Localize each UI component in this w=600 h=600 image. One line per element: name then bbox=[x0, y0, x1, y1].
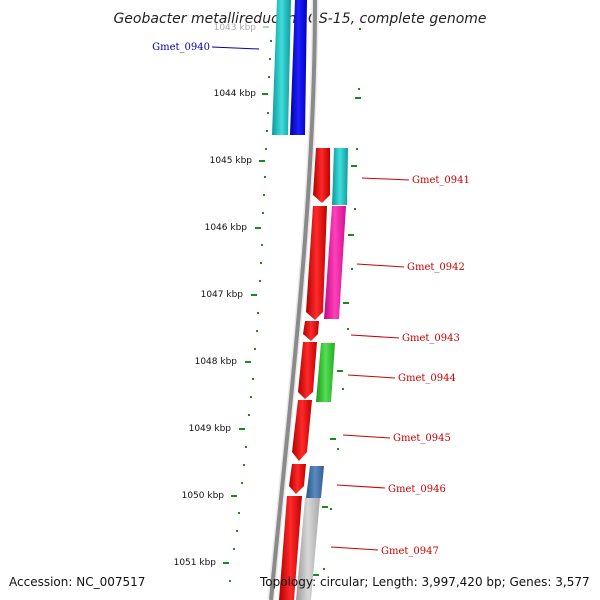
cds-arrow-forward bbox=[289, 464, 306, 494]
cds-arrow-forward bbox=[292, 400, 312, 461]
label-leader-line bbox=[336, 484, 386, 489]
gene-label-gmet-0942[interactable]: Gmet_0942 bbox=[407, 262, 465, 273]
cog-bar-grey bbox=[296, 498, 320, 600]
label-leader-line bbox=[211, 46, 260, 50]
scale-tick-label: 1043 kbp bbox=[214, 23, 257, 33]
gene-label-gmet-0940[interactable]: Gmet_0940 bbox=[152, 42, 210, 53]
label-leader-line bbox=[361, 177, 410, 181]
cds-arrow-forward bbox=[306, 206, 327, 320]
scale-tick-mark bbox=[231, 495, 237, 497]
gene-label-gmet-0941[interactable]: Gmet_0941 bbox=[412, 175, 470, 186]
cog-bar-magenta bbox=[324, 206, 346, 319]
scale-tick-mark bbox=[255, 227, 261, 229]
scale-tick-mark bbox=[239, 428, 245, 430]
label-leader-line bbox=[330, 546, 379, 551]
scale-tick-label: 1049 kbp bbox=[189, 424, 232, 434]
inner-dotted-ring bbox=[229, 40, 272, 582]
cds-arrow-forward bbox=[298, 342, 317, 399]
gene-label-gmet-0947[interactable]: Gmet_0947 bbox=[381, 546, 439, 557]
cds-arrow-reverse bbox=[290, 0, 307, 135]
label-leader-line bbox=[356, 263, 405, 268]
genome-backbone bbox=[269, 0, 317, 600]
outer-dotted-ring bbox=[323, 28, 361, 570]
feature-gmet-0943[interactable] bbox=[303, 321, 319, 341]
cog-bar-steelblue bbox=[306, 466, 324, 498]
scale-tick-label: 1044 kbp bbox=[214, 89, 257, 99]
label-leader-line bbox=[342, 434, 391, 439]
label-leader-line bbox=[347, 374, 396, 379]
scale-tick-label: 1047 kbp bbox=[201, 290, 244, 300]
cog-bar-cyan bbox=[332, 148, 348, 205]
cds-arrow-forward bbox=[313, 148, 330, 203]
scale-tick-label: 1051 kbp bbox=[174, 558, 217, 568]
gene-label-gmet-0943[interactable]: Gmet_0943 bbox=[402, 333, 460, 344]
gene-label-gmet-0944[interactable]: Gmet_0944 bbox=[398, 373, 456, 384]
cog-bar-cyan bbox=[272, 0, 291, 135]
outer-ring-ticks bbox=[313, 97, 361, 576]
gene-label-gmet-0946[interactable]: Gmet_0946 bbox=[388, 484, 446, 495]
gene-label-gmet-0945[interactable]: Gmet_0945 bbox=[393, 433, 451, 444]
feature-gmet-0947[interactable] bbox=[279, 496, 320, 600]
gene-labels: Gmet_0940 Gmet_0941 Gmet_0942 Gmet_0943 … bbox=[152, 42, 470, 557]
scale-tick-label: 1046 kbp bbox=[205, 223, 248, 233]
feature-gmet-0941[interactable] bbox=[313, 148, 348, 205]
scale-tick-mark bbox=[251, 294, 257, 296]
cds-arrow-forward bbox=[279, 496, 302, 600]
label-leader-line bbox=[350, 334, 400, 339]
feature-gmet-0940[interactable] bbox=[272, 0, 307, 135]
feature-gmet-0945[interactable] bbox=[292, 400, 312, 461]
scale-tick-mark bbox=[263, 26, 269, 28]
scale-ticks: 1043 kbp 1044 kbp 1045 kbp 1046 kbp 1047… bbox=[174, 23, 269, 568]
cds-arrow-forward bbox=[303, 321, 319, 341]
cog-bar-green bbox=[316, 343, 335, 402]
feature-gmet-0946[interactable] bbox=[289, 464, 324, 498]
scale-tick-mark bbox=[223, 562, 229, 564]
scale-tick-label: 1050 kbp bbox=[182, 491, 225, 501]
scale-tick-mark bbox=[245, 361, 251, 363]
scale-tick-label: 1045 kbp bbox=[210, 156, 253, 166]
scale-tick-mark bbox=[259, 160, 265, 162]
feature-gmet-0942[interactable] bbox=[306, 206, 346, 320]
scale-tick-mark bbox=[262, 93, 268, 95]
accession-text: Accession: NC_007517 bbox=[9, 575, 146, 589]
topology-text: Topology: circular; Length: 3,997,420 bp… bbox=[260, 575, 590, 589]
scale-tick-label: 1048 kbp bbox=[195, 357, 238, 367]
feature-gmet-0944[interactable] bbox=[298, 342, 335, 402]
